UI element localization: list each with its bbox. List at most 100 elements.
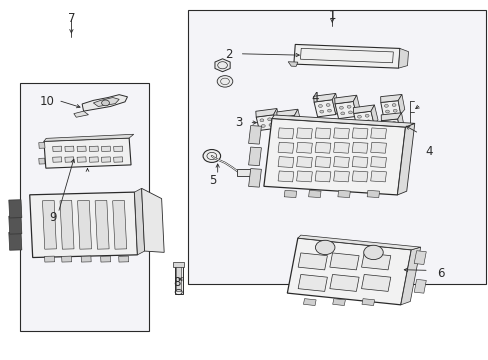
Polygon shape bbox=[314, 171, 330, 182]
Polygon shape bbox=[113, 157, 122, 162]
Polygon shape bbox=[53, 157, 61, 162]
Circle shape bbox=[385, 110, 388, 113]
Circle shape bbox=[339, 106, 343, 109]
Polygon shape bbox=[351, 157, 367, 167]
Polygon shape bbox=[381, 113, 401, 121]
Polygon shape bbox=[95, 201, 109, 249]
Polygon shape bbox=[101, 157, 110, 162]
Polygon shape bbox=[215, 59, 230, 72]
Polygon shape bbox=[278, 128, 293, 139]
Polygon shape bbox=[351, 171, 367, 182]
Polygon shape bbox=[101, 256, 110, 262]
Circle shape bbox=[384, 122, 387, 125]
Text: 4: 4 bbox=[311, 91, 318, 104]
Polygon shape bbox=[398, 49, 407, 68]
Polygon shape bbox=[353, 111, 373, 127]
Circle shape bbox=[315, 240, 334, 255]
Circle shape bbox=[282, 125, 285, 128]
Polygon shape bbox=[303, 299, 315, 306]
Circle shape bbox=[358, 121, 362, 124]
Polygon shape bbox=[271, 115, 414, 127]
Polygon shape bbox=[380, 101, 400, 116]
Polygon shape bbox=[352, 95, 360, 116]
Polygon shape bbox=[334, 102, 356, 119]
Circle shape bbox=[281, 120, 284, 122]
Circle shape bbox=[385, 128, 388, 131]
Polygon shape bbox=[297, 235, 420, 250]
Polygon shape bbox=[65, 157, 74, 162]
Polygon shape bbox=[44, 138, 131, 168]
Circle shape bbox=[318, 104, 322, 107]
Circle shape bbox=[384, 104, 387, 107]
Polygon shape bbox=[112, 201, 126, 249]
Polygon shape bbox=[287, 62, 297, 66]
Circle shape bbox=[325, 104, 329, 107]
Polygon shape bbox=[9, 232, 22, 250]
Polygon shape bbox=[332, 299, 345, 306]
Polygon shape bbox=[65, 146, 74, 152]
Text: 7: 7 bbox=[67, 12, 75, 25]
Polygon shape bbox=[142, 188, 164, 252]
Circle shape bbox=[366, 120, 370, 123]
Polygon shape bbox=[89, 146, 98, 152]
Circle shape bbox=[346, 105, 350, 108]
Circle shape bbox=[217, 76, 232, 87]
Circle shape bbox=[102, 100, 109, 106]
Circle shape bbox=[327, 109, 331, 112]
Text: 3: 3 bbox=[234, 116, 242, 129]
Polygon shape bbox=[277, 116, 297, 131]
Polygon shape bbox=[44, 134, 134, 141]
Circle shape bbox=[340, 112, 344, 115]
Polygon shape bbox=[273, 108, 280, 128]
Polygon shape bbox=[296, 128, 312, 139]
Text: 5: 5 bbox=[209, 174, 216, 186]
Polygon shape bbox=[30, 192, 137, 257]
Polygon shape bbox=[353, 105, 374, 113]
Polygon shape bbox=[329, 253, 358, 270]
Polygon shape bbox=[380, 94, 401, 103]
Text: 2: 2 bbox=[224, 48, 232, 61]
Polygon shape bbox=[361, 299, 374, 306]
Polygon shape bbox=[334, 95, 356, 104]
Circle shape bbox=[348, 111, 352, 114]
Polygon shape bbox=[248, 147, 261, 166]
Polygon shape bbox=[42, 201, 56, 249]
Circle shape bbox=[288, 118, 292, 121]
Polygon shape bbox=[82, 95, 127, 111]
Polygon shape bbox=[296, 142, 312, 153]
Polygon shape bbox=[113, 146, 122, 152]
Polygon shape bbox=[256, 115, 276, 130]
Polygon shape bbox=[294, 109, 301, 129]
Polygon shape bbox=[313, 100, 335, 117]
Polygon shape bbox=[400, 247, 420, 305]
Polygon shape bbox=[351, 142, 367, 153]
Polygon shape bbox=[381, 119, 399, 134]
Text: 4: 4 bbox=[424, 145, 431, 158]
Bar bbox=[20, 83, 149, 330]
Polygon shape bbox=[93, 98, 119, 107]
Polygon shape bbox=[278, 157, 293, 167]
Polygon shape bbox=[248, 168, 261, 187]
Circle shape bbox=[267, 118, 271, 121]
Polygon shape bbox=[296, 157, 312, 167]
Polygon shape bbox=[298, 274, 327, 291]
Polygon shape bbox=[361, 274, 390, 291]
Polygon shape bbox=[333, 128, 349, 139]
Text: 8: 8 bbox=[173, 276, 181, 289]
Polygon shape bbox=[397, 123, 414, 195]
Polygon shape bbox=[39, 158, 45, 164]
Polygon shape bbox=[351, 128, 367, 139]
Polygon shape bbox=[413, 251, 426, 265]
Polygon shape bbox=[39, 142, 45, 148]
Circle shape bbox=[392, 109, 396, 112]
Polygon shape bbox=[60, 201, 74, 249]
Text: 10: 10 bbox=[40, 95, 54, 108]
Polygon shape bbox=[313, 93, 335, 102]
Polygon shape bbox=[278, 171, 293, 182]
Polygon shape bbox=[9, 200, 22, 218]
Circle shape bbox=[203, 149, 220, 162]
Polygon shape bbox=[74, 111, 88, 117]
Polygon shape bbox=[413, 279, 426, 293]
Polygon shape bbox=[44, 256, 55, 262]
Polygon shape bbox=[337, 190, 349, 198]
